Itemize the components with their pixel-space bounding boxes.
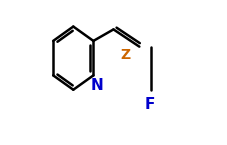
Text: N: N — [91, 78, 103, 93]
Text: Z: Z — [121, 48, 131, 62]
Text: F: F — [145, 97, 155, 112]
